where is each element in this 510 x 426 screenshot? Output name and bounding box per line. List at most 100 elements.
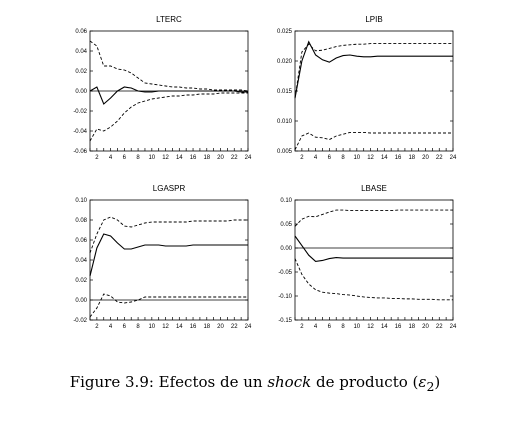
x-tick-label: 16 (395, 324, 402, 330)
x-tick-label: 10 (353, 155, 360, 161)
series-line-lower (89, 92, 248, 142)
x-tick-label: 22 (231, 155, 238, 161)
series-line-response (294, 235, 453, 263)
figure-caption: Figure 3.9: Efectos de un shock de produ… (0, 373, 510, 394)
x-tick-label: 6 (328, 155, 332, 161)
x-tick-label: 8 (136, 324, 140, 330)
x-tick-label: 16 (395, 155, 402, 161)
y-tick-label: -0.04 (73, 129, 87, 135)
x-tick-label: 10 (148, 155, 155, 161)
x-tick-label: 24 (245, 155, 252, 161)
series-line-response (89, 233, 248, 277)
y-tick-label: 0.00 (75, 89, 87, 95)
x-tick-label: 10 (353, 324, 360, 330)
x-tick-label: 16 (190, 155, 197, 161)
caption-prefix: Figure 3.9: Efectos de un (69, 373, 268, 391)
chart-title: LTERC (156, 15, 182, 24)
series-line-upper (89, 40, 249, 92)
caption-subscript: 2 (426, 379, 435, 394)
x-tick-label: 2 (95, 155, 99, 161)
x-tick-label: 12 (162, 324, 169, 330)
x-tick-label: 12 (367, 324, 374, 330)
x-tick-label: 14 (176, 155, 183, 161)
caption-symbol: ε (418, 373, 427, 391)
y-tick-label: 0.06 (75, 238, 87, 244)
y-tick-label: 0.010 (277, 119, 293, 125)
x-tick-label: 6 (123, 324, 127, 330)
chart-panel-lterc: LTERC-0.06-0.04-0.020.000.020.040.062 4 6 8… (73, 15, 252, 161)
x-tick-label: 12 (162, 155, 169, 161)
y-tick-label: 0.08 (75, 218, 87, 224)
x-tick-label: 18 (203, 324, 210, 330)
x-tick-label: 20 (217, 324, 224, 330)
y-tick-label: 0.02 (75, 278, 87, 284)
y-tick-label: 0.04 (75, 49, 87, 55)
x-tick-label: 24 (450, 155, 457, 161)
x-tick-label: 12 (367, 155, 374, 161)
y-tick-label: 0.05 (280, 222, 292, 228)
caption-middle: de producto ( (311, 373, 419, 391)
y-tick-label: -0.06 (73, 149, 87, 155)
y-tick-label: -0.10 (278, 294, 292, 300)
caption-italic: shock (267, 373, 312, 391)
x-tick-label: 2 (95, 324, 99, 330)
series-line-upper (294, 43, 453, 99)
x-tick-label: 14 (176, 324, 183, 330)
x-tick-label: 14 (381, 155, 388, 161)
x-tick-label: 20 (217, 155, 224, 161)
y-tick-label: -0.15 (278, 318, 292, 324)
x-tick-label: 8 (341, 155, 345, 161)
x-tick-label: 4 (109, 155, 113, 161)
x-tick-label: 4 (314, 324, 318, 330)
y-tick-label: 0.02 (75, 69, 87, 75)
x-tick-label: 24 (245, 324, 252, 330)
x-tick-label: 16 (190, 324, 197, 330)
x-tick-label: 22 (231, 324, 238, 330)
x-tick-label: 24 (450, 324, 457, 330)
x-tick-label: 6 (328, 324, 332, 330)
chart-panel-lgaspr: LGASPR-0.020.000.020.040.060.080.102 4 6 8 1… (73, 184, 252, 330)
series-line-lower (294, 131, 453, 151)
x-tick-label: 2 (300, 155, 304, 161)
y-tick-label: 0.025 (277, 29, 293, 35)
y-tick-label: -0.02 (73, 318, 87, 324)
x-tick-label: 8 (341, 324, 345, 330)
chart-title: LPIB (365, 15, 382, 24)
x-tick-label: 8 (136, 155, 140, 161)
series-line-lower (89, 293, 248, 318)
series-line-upper (89, 216, 248, 254)
y-tick-label: 0.00 (280, 246, 292, 252)
plot-frame (294, 199, 454, 321)
x-tick-label: 20 (422, 155, 429, 161)
x-tick-label: 22 (436, 155, 443, 161)
series-line-response (294, 40, 453, 99)
x-tick-label: 2 (300, 324, 304, 330)
series-line-upper (294, 209, 453, 227)
y-tick-label: 0.005 (277, 149, 293, 155)
x-tick-label: 6 (123, 155, 127, 161)
y-tick-label: 0.10 (75, 198, 87, 204)
x-tick-label: 18 (408, 324, 415, 330)
x-tick-label: 10 (148, 324, 155, 330)
x-tick-label: 4 (109, 324, 113, 330)
x-tick-label: 18 (408, 155, 415, 161)
y-tick-label: 0.04 (75, 258, 87, 264)
caption-suffix: ) (434, 373, 441, 391)
y-tick-label: 0.00 (75, 298, 87, 304)
y-tick-label: -0.05 (278, 270, 292, 276)
y-tick-label: 0.015 (277, 89, 293, 95)
x-tick-label: 18 (203, 155, 210, 161)
y-tick-label: 0.020 (277, 59, 293, 65)
chart-panel-lbase: LBASE-0.15-0.10-0.050.000.050.102 4 6 8 10 12… (278, 184, 457, 330)
series-line-lower (294, 258, 453, 301)
x-tick-label: 4 (314, 155, 318, 161)
y-tick-label: 0.06 (75, 29, 87, 35)
series-line-response (89, 86, 248, 105)
x-tick-label: 14 (381, 324, 388, 330)
chart-title: LGASPR (153, 184, 186, 193)
y-tick-label: -0.02 (73, 109, 87, 115)
y-tick-label: 0.10 (280, 198, 292, 204)
